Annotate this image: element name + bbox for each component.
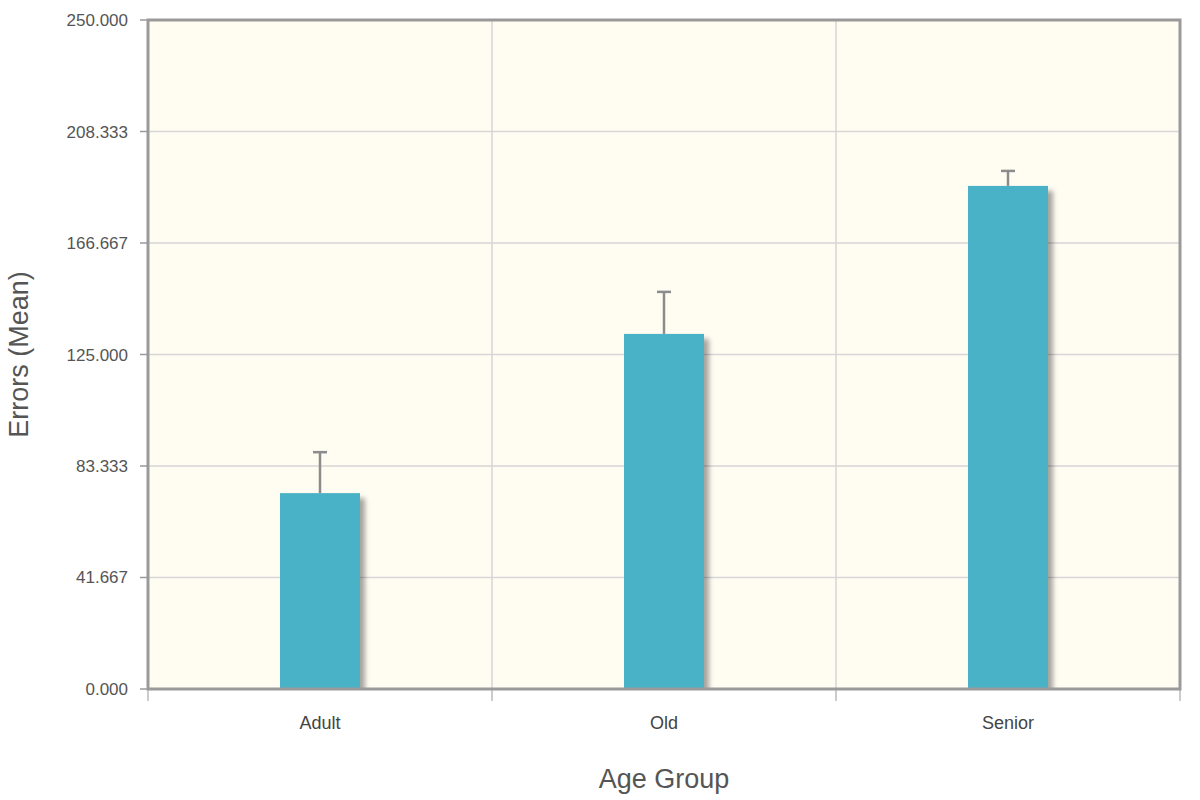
- y-tick-label: 83.333: [76, 457, 128, 476]
- x-axis-title: Age Group: [599, 764, 730, 794]
- grid-line: [148, 131, 1180, 133]
- y-tick-label: 41.667: [76, 568, 128, 587]
- x-tick: [147, 689, 149, 701]
- x-tick-label: Senior: [982, 713, 1034, 733]
- error-cap: [313, 451, 327, 454]
- y-tick-label: 208.333: [67, 123, 128, 142]
- bars: [280, 171, 1048, 689]
- plot-frame: [148, 20, 1180, 689]
- error-bar: [657, 292, 671, 334]
- chart-svg: 0.000 41.667 83.333 125.000 166.667 208.333 25…: [0, 0, 1200, 800]
- x-tick-label: Adult: [299, 713, 340, 733]
- bar: [280, 493, 360, 689]
- bar: [624, 334, 704, 689]
- y-tick-label: 0.000: [85, 680, 128, 699]
- grid-line-vertical: [835, 20, 837, 689]
- error-bar: [1001, 171, 1015, 186]
- x-tick: [1179, 689, 1181, 701]
- x-tick-label: Old: [650, 713, 678, 733]
- y-tick-label: 250.000: [67, 11, 128, 30]
- error-cap: [657, 291, 671, 294]
- grid-line-vertical: [491, 20, 493, 689]
- x-tick: [491, 689, 493, 701]
- y-tick-label: 166.667: [67, 234, 128, 253]
- error-whisker: [319, 452, 322, 493]
- plot-background: [148, 20, 1180, 689]
- x-tick: [835, 689, 837, 701]
- error-whisker: [1007, 171, 1010, 186]
- y-tick-label: 125.000: [67, 346, 128, 365]
- y-axis-title: Errors (Mean): [4, 271, 34, 438]
- error-cap: [1001, 170, 1015, 173]
- chart-container: 0.000 41.667 83.333 125.000 166.667 208.333 25…: [0, 0, 1200, 800]
- error-whisker: [663, 292, 666, 334]
- error-bar: [313, 452, 327, 493]
- bar: [968, 186, 1048, 689]
